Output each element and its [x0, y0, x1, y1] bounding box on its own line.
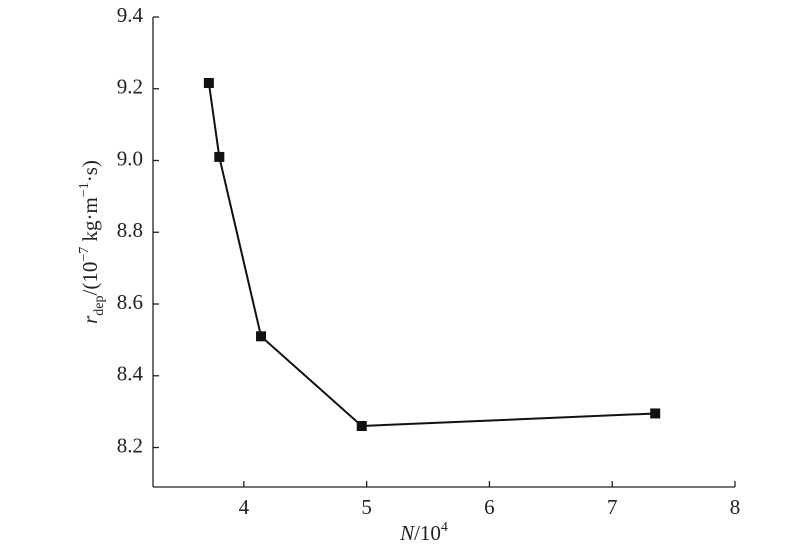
y-tick-label: 9.2 [117, 75, 143, 99]
point-marker [650, 408, 661, 419]
x-axis-label-part: N [399, 521, 415, 545]
x-tick-label: 8 [730, 495, 741, 519]
x-axis-label: N/104 [399, 520, 448, 545]
point-marker [256, 331, 267, 342]
y-tick-label: 9.0 [117, 146, 143, 170]
x-axis-label-part: /10 [414, 521, 441, 545]
y-axis-label: rdep/(10−7 kg·m−1·s) [77, 160, 107, 324]
point-marker [356, 421, 367, 432]
y-axis-label-part: r [78, 315, 102, 324]
point-marker [214, 151, 225, 162]
x-tick-label: 6 [484, 495, 495, 519]
y-tick-label: 9.4 [117, 3, 144, 27]
y-tick-label: 8.8 [117, 218, 143, 242]
y-axis-label-part: −1 [77, 182, 92, 197]
y-tick-label: 8.6 [117, 290, 143, 314]
series-line [207, 82, 656, 428]
y-axis-label-part: ·s) [78, 160, 102, 182]
x-tick-label: 5 [361, 495, 372, 519]
y-axis-label-part: /(10 [78, 262, 102, 296]
x-axis-label-part: 4 [441, 520, 448, 535]
x-tick-label: 4 [239, 495, 250, 519]
y-axis-label-part: −7 [77, 247, 92, 262]
point-marker [203, 78, 214, 89]
y-axis-label-part: kg·m [78, 197, 102, 247]
y-tick-label: 8.2 [117, 433, 143, 457]
y-tick-label: 8.4 [117, 362, 144, 386]
x-tick-label: 7 [607, 495, 618, 519]
y-axis-label-part: dep [92, 295, 107, 315]
